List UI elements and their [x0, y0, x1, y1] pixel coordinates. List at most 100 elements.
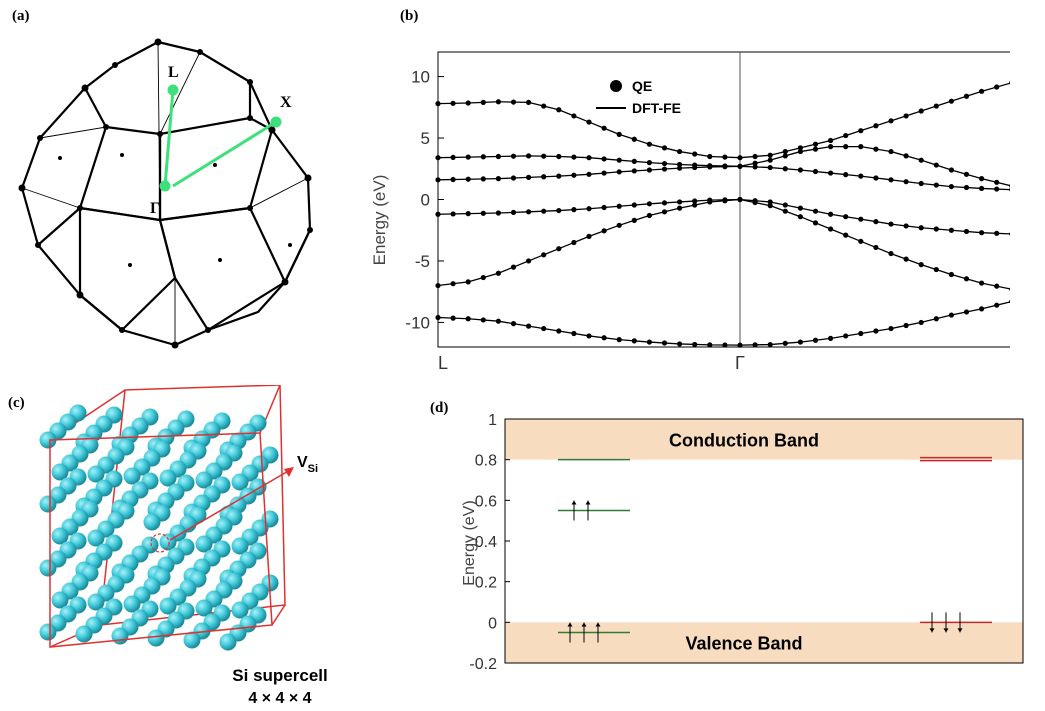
qe-point	[601, 125, 607, 131]
qe-point	[616, 131, 622, 137]
si-atom	[231, 537, 249, 555]
qe-point	[465, 279, 471, 285]
qe-point	[812, 220, 819, 226]
qe-point	[465, 100, 471, 106]
qe-point	[858, 128, 864, 134]
qe-point	[933, 182, 939, 188]
qe-point	[828, 170, 834, 176]
qe-point	[601, 204, 607, 211]
qe-point	[571, 154, 577, 160]
qe-point	[586, 233, 592, 239]
si-atom	[39, 559, 57, 577]
qe-point	[737, 155, 743, 161]
qe-point	[843, 232, 849, 238]
qe-point	[1009, 232, 1010, 236]
qe-point	[541, 103, 547, 109]
qe-point	[873, 123, 879, 129]
qe-point	[631, 217, 637, 223]
qe-point	[994, 230, 1000, 236]
band-lines	[437, 82, 1010, 346]
qe-point	[1009, 187, 1010, 192]
si-atom	[123, 467, 141, 485]
qe-point	[480, 176, 486, 182]
ytick-label: -5	[415, 252, 430, 271]
ytick-label: -0.2	[469, 656, 497, 673]
caption-line-1: Si supercell	[232, 666, 327, 685]
qe-point	[571, 330, 577, 337]
qe-point	[510, 321, 517, 327]
qe-point	[797, 205, 803, 211]
band-regions: Conduction Band Valence Band	[505, 419, 1023, 663]
qe-point	[963, 171, 970, 177]
qe-point	[677, 341, 683, 347]
qe-point	[782, 148, 788, 155]
qe-point	[888, 177, 894, 183]
vacancy-arrow	[169, 469, 291, 541]
qe-point	[450, 100, 456, 106]
si-atom	[231, 601, 249, 619]
qe-point	[677, 199, 683, 205]
ytick-label: 0.2	[475, 575, 497, 592]
qe-point	[677, 205, 683, 211]
qe-point	[888, 250, 894, 257]
qe-point	[963, 309, 970, 315]
qe-point	[828, 335, 834, 341]
qe-point	[843, 333, 849, 339]
qe-point	[631, 202, 637, 208]
qe-point	[541, 153, 547, 159]
si-atom	[51, 463, 69, 481]
band-ticks: -10-50510LΓX	[405, 68, 745, 373]
legend-qe-label: QE	[632, 78, 652, 94]
qe-point	[903, 256, 909, 262]
si-atom	[87, 593, 105, 611]
bz-path	[159, 84, 282, 192]
qe-point	[918, 262, 924, 268]
ytick-label: 1	[488, 412, 497, 429]
qe-point	[828, 144, 834, 150]
si-atom	[39, 623, 57, 641]
qe-point	[858, 330, 864, 337]
qe-point	[888, 148, 894, 155]
qe-point	[1009, 184, 1010, 188]
qe-point	[526, 99, 532, 105]
qe-point	[541, 252, 547, 258]
qe-point	[918, 225, 924, 231]
qe-point	[828, 226, 834, 232]
qe-point	[933, 316, 939, 322]
si-atom	[143, 513, 161, 531]
si-atom	[147, 629, 165, 647]
si-atom	[111, 627, 129, 645]
qe-point	[465, 316, 471, 322]
vacancy-label: VSi	[297, 454, 318, 475]
qe-point	[963, 184, 970, 191]
qe-point	[677, 165, 683, 171]
qe-point	[692, 162, 698, 168]
si-atom	[51, 591, 69, 609]
ytick-label: 0.6	[475, 493, 497, 510]
qe-point	[646, 201, 652, 207]
qe-point	[631, 168, 637, 174]
band-line-band2	[437, 198, 1010, 290]
qe-point	[495, 176, 501, 182]
qe-point	[586, 333, 592, 339]
si-atom	[159, 597, 177, 615]
qe-point	[752, 342, 758, 348]
qe-point	[903, 179, 909, 185]
qe-point	[948, 183, 955, 190]
qe-point	[979, 230, 985, 236]
qe-point	[556, 107, 562, 113]
qe-point	[480, 154, 486, 160]
qe-point	[616, 203, 622, 209]
qe-point	[903, 113, 909, 119]
qe-point	[435, 101, 441, 107]
qe-point	[510, 99, 517, 105]
qe-point	[450, 154, 456, 161]
brillouin-zone-diagram: L X Γ	[18, 38, 313, 349]
band-region-label: Conduction Band	[669, 430, 819, 450]
si-atom	[219, 633, 237, 651]
qe-point	[843, 144, 849, 150]
qe-point	[888, 118, 894, 124]
qe-point	[1009, 80, 1010, 85]
qe-point	[933, 103, 939, 109]
qe-point	[541, 174, 547, 180]
